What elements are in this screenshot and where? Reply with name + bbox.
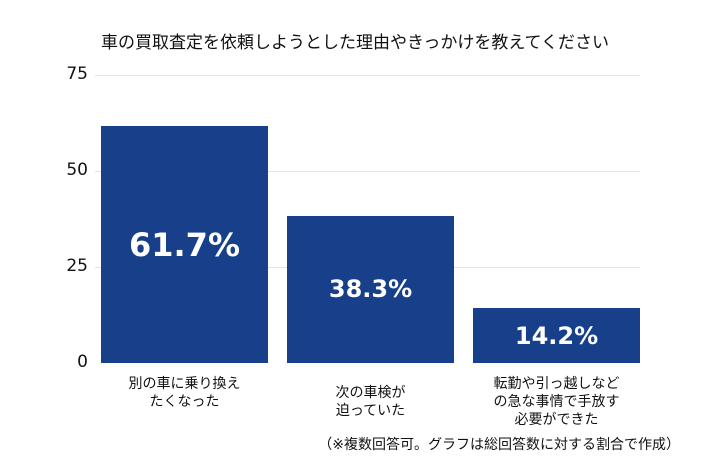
data-label: 61.7% bbox=[128, 225, 241, 264]
data-label: 38.3% bbox=[328, 275, 413, 304]
gridline bbox=[95, 171, 640, 172]
bar bbox=[473, 308, 640, 363]
chart-title: 車の買取査定を依頼しようとした理由やきっかけを教えてください bbox=[101, 33, 609, 53]
y-tick-label: 25 bbox=[66, 256, 88, 276]
y-tick-label: 50 bbox=[66, 160, 88, 180]
x-category-label: 転勤や引っ越しなど の急な事情で手放す 必要ができた bbox=[493, 376, 620, 428]
y-tick-label: 0 bbox=[77, 352, 88, 372]
x-category-label: 別の車に乗り換え たくなった bbox=[128, 376, 241, 410]
data-label: 14.2% bbox=[514, 321, 599, 350]
y-tick-label: 75 bbox=[66, 64, 88, 84]
bar bbox=[101, 126, 268, 363]
bar bbox=[287, 215, 454, 363]
chart-note: （※複数回答可。グラフは総回答数に対する割合で作成） bbox=[318, 437, 680, 453]
x-category-label: 次の車検が 迫っていた bbox=[335, 385, 406, 419]
gridline bbox=[95, 75, 640, 76]
